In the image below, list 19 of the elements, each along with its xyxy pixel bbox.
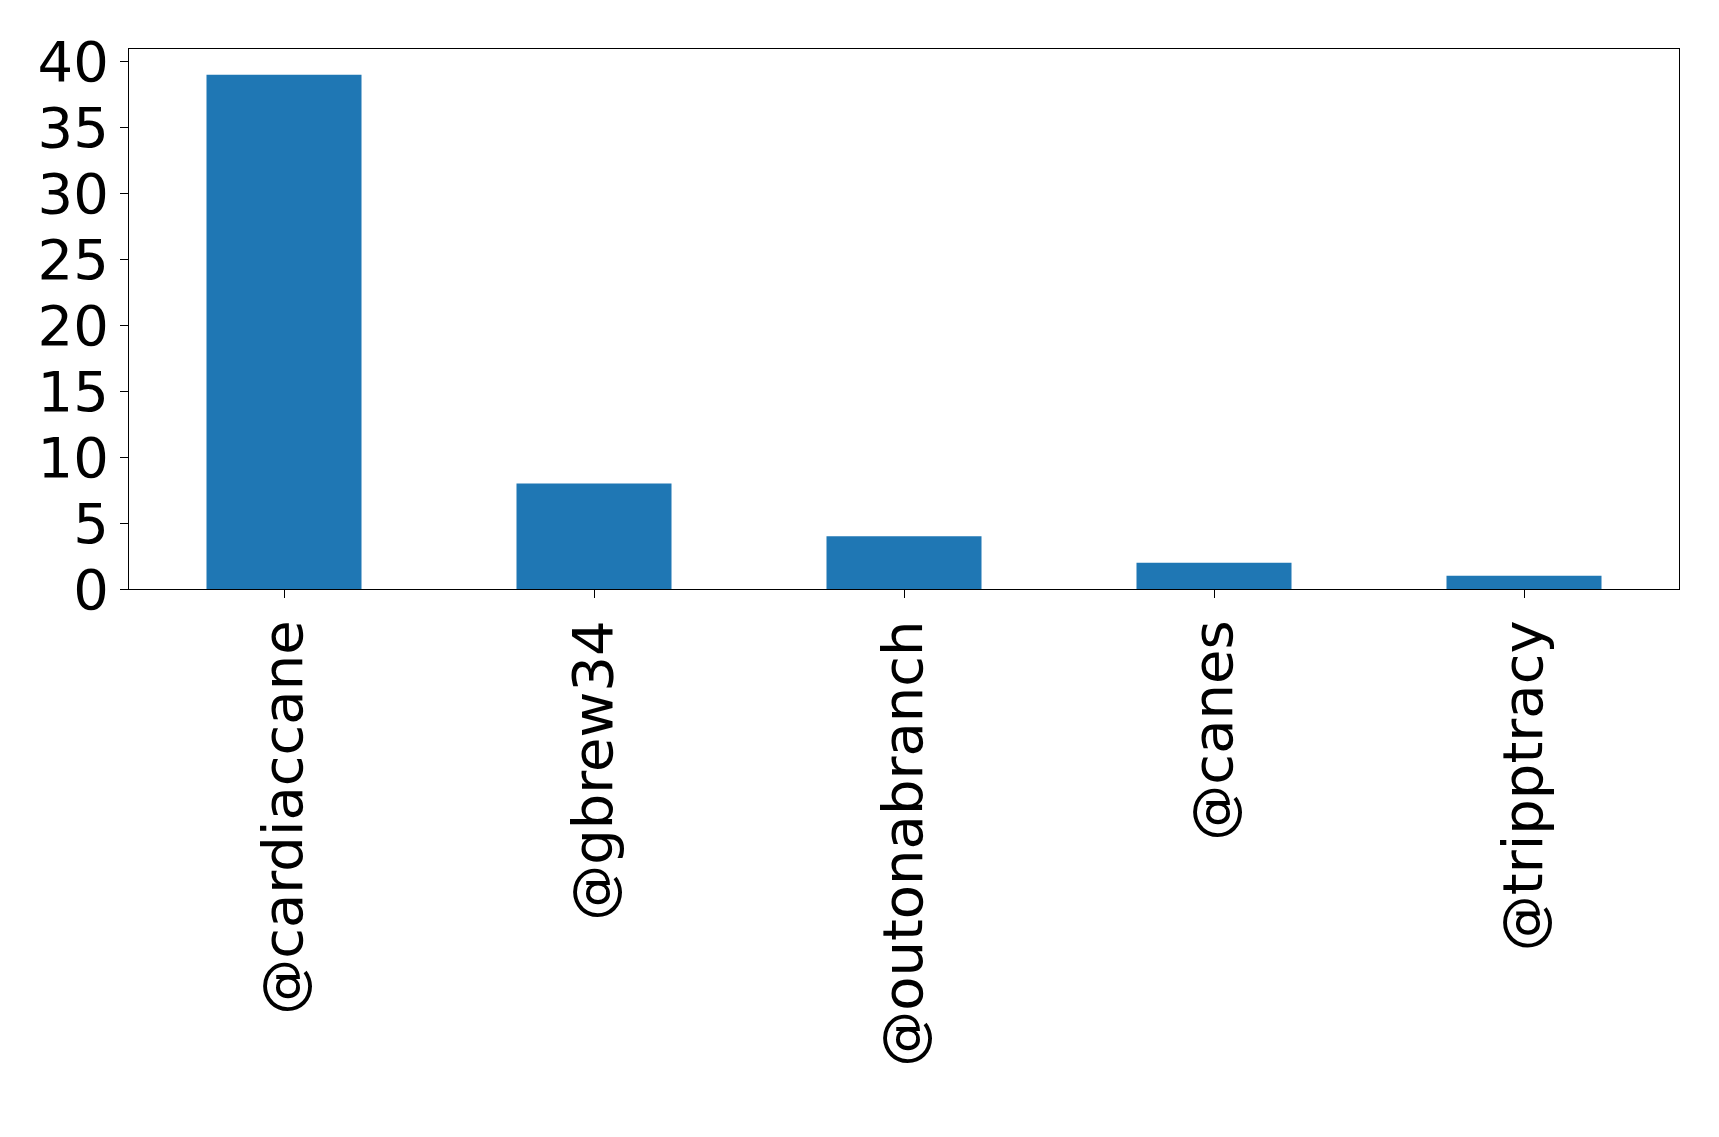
y-tick-label: 20: [37, 292, 109, 358]
x-tick-label: @cardiaccane: [250, 620, 316, 1015]
bar: [826, 536, 982, 589]
x-tick-label: @canes: [1180, 620, 1246, 841]
y-tick-label: 35: [37, 95, 109, 161]
y-tick-label: 0: [73, 556, 109, 622]
x-tick-label: @outonabranch: [870, 620, 936, 1067]
y-tick-label: 40: [37, 29, 109, 95]
bar: [516, 483, 672, 589]
y-tick-label: 25: [37, 226, 109, 292]
y-tick-label: 5: [73, 490, 109, 556]
y-tick-label: 15: [37, 358, 109, 424]
bar: [206, 74, 362, 589]
y-tick-label: 30: [37, 161, 109, 226]
bar: [1136, 562, 1292, 589]
x-tick-label: @tripptracy: [1490, 620, 1556, 952]
y-tick-label: 10: [37, 424, 109, 490]
x-tick-label: @gbrew34: [560, 620, 626, 921]
bar: [1446, 575, 1602, 589]
